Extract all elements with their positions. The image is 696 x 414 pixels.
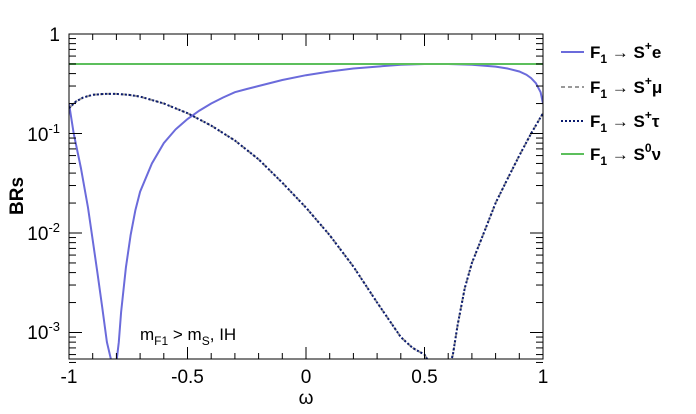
series-line-2 bbox=[69, 92, 543, 359]
legend-label-2: F1 → S+μ bbox=[590, 74, 662, 101]
legend-label-3: F1 → S+τ bbox=[590, 108, 660, 135]
series-line-1 bbox=[69, 63, 543, 359]
y-tick-label-1e-3: 10-3 bbox=[27, 319, 60, 344]
x-tick-label: 0.5 bbox=[411, 367, 437, 388]
legend: F1 → S+e F1 → S+μ F1 → S+τ F1 → S0ν bbox=[561, 39, 662, 168]
legend-label-4: F1 → S0ν bbox=[590, 141, 661, 168]
legend-label-1: F1 → S+e bbox=[590, 39, 661, 66]
x-axis-ticks: -1 -0.5 0 0.5 1 bbox=[61, 34, 549, 388]
y-tick-label-1: 1 bbox=[49, 25, 60, 46]
series-layer bbox=[69, 63, 543, 359]
x-tick-label: 1 bbox=[538, 367, 549, 388]
series-line-3 bbox=[69, 92, 543, 359]
x-tick-label: -1 bbox=[61, 367, 78, 388]
y-axis-label: BRs bbox=[7, 177, 28, 215]
x-tick-label: -0.5 bbox=[171, 367, 204, 388]
x-tick-label: 0 bbox=[301, 367, 312, 388]
annotation-text: mF1 > mS, IH bbox=[140, 325, 236, 348]
x-axis-label: ω bbox=[299, 388, 314, 409]
y-axis-ticks: 1 10-1 10-2 10-3 bbox=[27, 25, 543, 363]
